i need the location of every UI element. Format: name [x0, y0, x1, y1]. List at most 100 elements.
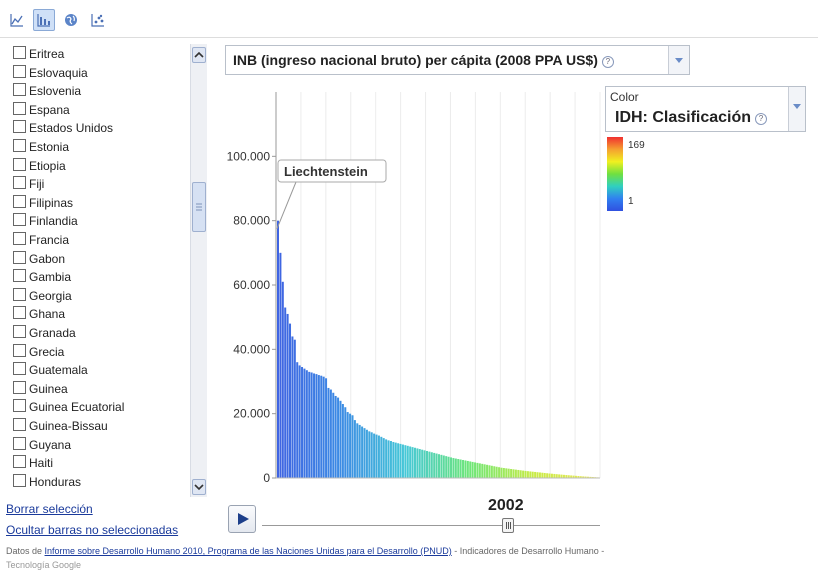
bar[interactable] — [377, 435, 380, 478]
bar[interactable] — [438, 454, 441, 478]
checkbox[interactable] — [13, 306, 26, 320]
bar[interactable] — [406, 445, 409, 478]
bar[interactable] — [486, 464, 489, 478]
bar[interactable] — [435, 453, 438, 478]
checkbox[interactable] — [13, 418, 26, 431]
country-item[interactable]: Guinea-Bissau — [13, 417, 108, 435]
checkbox[interactable] — [13, 473, 26, 487]
checkbox[interactable] — [13, 139, 26, 152]
checkbox[interactable] — [13, 362, 26, 376]
bar[interactable] — [281, 281, 284, 478]
bar[interactable] — [548, 473, 551, 478]
bar[interactable] — [346, 412, 349, 478]
country-item[interactable]: Guinea Ecuatorial — [13, 398, 124, 416]
bar[interactable] — [368, 431, 371, 478]
bar[interactable] — [325, 378, 328, 478]
bar[interactable] — [517, 469, 520, 478]
help-icon[interactable]: ? — [755, 113, 768, 125]
bar[interactable] — [358, 424, 361, 478]
bar[interactable] — [363, 428, 366, 478]
country-item[interactable]: Guyana — [13, 436, 71, 454]
bar[interactable] — [524, 470, 527, 478]
bar[interactable] — [380, 436, 383, 478]
bar[interactable] — [341, 404, 344, 478]
color-dropdown-button[interactable] — [788, 87, 805, 131]
scroll-thumb[interactable] — [192, 182, 206, 232]
checkbox[interactable] — [13, 101, 26, 115]
bar[interactable] — [555, 474, 558, 478]
metric-dropdown-button[interactable] — [668, 46, 689, 74]
bar[interactable] — [387, 440, 390, 478]
bar[interactable] — [560, 474, 563, 478]
bar[interactable] — [308, 371, 311, 478]
checkbox[interactable] — [13, 436, 26, 450]
bar[interactable] — [570, 475, 573, 478]
bar[interactable] — [502, 468, 505, 478]
help-icon[interactable]: ? — [601, 56, 614, 68]
bar[interactable] — [301, 367, 304, 478]
bar[interactable] — [526, 471, 529, 478]
bar[interactable] — [277, 220, 280, 478]
bar[interactable] — [469, 461, 472, 478]
scroll-down-button[interactable] — [192, 479, 206, 495]
bar[interactable] — [382, 438, 385, 478]
checkbox[interactable] — [13, 83, 26, 97]
country-item[interactable]: Fiji — [13, 175, 44, 193]
bar[interactable] — [567, 475, 570, 478]
bar[interactable] — [423, 450, 426, 478]
clear-selection-link[interactable]: Borrar selección — [6, 502, 93, 516]
checkbox[interactable] — [13, 399, 26, 413]
color-selector[interactable]: Color IDH: Clasificación? — [605, 86, 806, 132]
bar[interactable] — [428, 451, 431, 478]
bar[interactable] — [490, 465, 493, 478]
bar[interactable] — [538, 472, 541, 478]
bar[interactable] — [534, 471, 537, 478]
bar[interactable] — [291, 336, 294, 478]
bar[interactable] — [466, 460, 469, 478]
bar[interactable] — [498, 467, 501, 478]
play-button[interactable] — [228, 505, 256, 533]
bar[interactable] — [481, 463, 484, 478]
hide-unselected-link[interactable]: Ocultar barras no seleccionadas — [6, 523, 179, 537]
bar[interactable] — [394, 442, 397, 478]
bar[interactable] — [334, 395, 337, 478]
bar[interactable] — [505, 468, 508, 478]
bar[interactable] — [531, 471, 534, 478]
bar[interactable] — [289, 323, 292, 478]
bar[interactable] — [425, 450, 428, 478]
bar[interactable] — [541, 472, 544, 478]
bar[interactable] — [337, 397, 340, 478]
bar[interactable] — [514, 469, 517, 478]
bar[interactable] — [413, 447, 416, 478]
bar[interactable] — [558, 474, 561, 478]
bar[interactable] — [411, 447, 414, 478]
bar[interactable] — [397, 443, 400, 478]
bar[interactable] — [416, 448, 419, 478]
checkbox[interactable] — [13, 380, 26, 394]
bar[interactable] — [442, 455, 445, 478]
bar[interactable] — [404, 445, 407, 478]
bar[interactable] — [284, 307, 287, 478]
bar[interactable] — [365, 429, 368, 478]
country-item[interactable]: Honduras — [13, 473, 81, 491]
bar[interactable] — [582, 476, 585, 478]
checkbox[interactable] — [13, 194, 26, 208]
bar[interactable] — [399, 443, 402, 478]
country-list-scrollbar[interactable] — [190, 44, 207, 497]
bar[interactable] — [577, 476, 580, 478]
bar[interactable] — [483, 464, 486, 478]
checkbox[interactable] — [13, 46, 26, 59]
country-item[interactable]: Eslovaquia — [13, 64, 88, 82]
bar[interactable] — [500, 467, 503, 478]
country-item[interactable]: Estonia — [13, 138, 69, 156]
bar[interactable] — [327, 387, 330, 478]
bar[interactable] — [462, 459, 465, 478]
bar[interactable] — [344, 407, 347, 478]
country-item[interactable]: Gambia — [13, 268, 71, 286]
bar[interactable] — [507, 468, 510, 478]
bar[interactable] — [313, 373, 316, 478]
checkbox[interactable] — [13, 120, 26, 134]
bar[interactable] — [305, 370, 308, 478]
bar[interactable] — [339, 400, 342, 478]
bar[interactable] — [474, 462, 477, 478]
